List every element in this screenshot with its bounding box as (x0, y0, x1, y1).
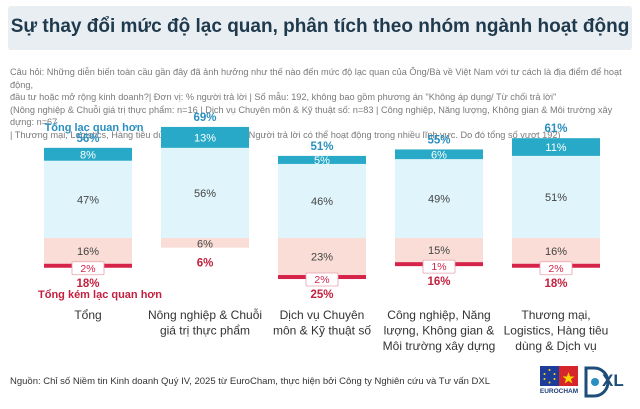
segment-label-much-more: 13% (194, 132, 216, 144)
segment-label-less: 15% (428, 245, 450, 257)
category-label: Dịch vụ Chuyên (280, 308, 365, 322)
segment-label-much-less: 2% (548, 263, 563, 275)
segment-label-less: 16% (77, 246, 99, 258)
category-label: Logistics, Hàng tiêu (504, 324, 609, 338)
bar-segment-more-optimistic (395, 159, 483, 238)
total-optimistic-label: 56% (76, 133, 99, 145)
legend-less-optimistic: Tổng kém lạc quan hơn (38, 289, 162, 301)
segment-label-more: 51% (545, 192, 567, 204)
total-optimistic-label: 51% (310, 141, 333, 153)
bar-segment-more-optimistic (44, 160, 132, 238)
segment-label-much-more: 5% (314, 155, 330, 167)
segment-label-box (305, 272, 339, 287)
source-note: Nguồn: Chỉ số Niềm tin Kinh doanh Quý IV… (10, 376, 491, 387)
segment-label-less: 23% (311, 252, 333, 264)
bar-segment-more-optimistic (161, 147, 249, 238)
total-optimistic-label: 55% (427, 134, 450, 146)
total-less-label: 18% (76, 278, 99, 290)
segment-label-box (422, 259, 456, 274)
bar-segment-less-optimistic (278, 238, 366, 276)
segment-label-much-more: 6% (431, 149, 447, 161)
page-title: Sự thay đổi mức độ lạc quan, phân tích t… (10, 16, 630, 37)
eurocham-logo: EUROCHAM (536, 364, 582, 400)
segment-label-more: 49% (428, 194, 450, 206)
bar-segment-much-more-optimistic (512, 138, 600, 156)
description-line: | Thương mại, Logistics, Hàng tiêu dùng … (10, 129, 561, 140)
category-label: giá trị thực phẩm (160, 324, 250, 338)
segment-label-much-more: 11% (545, 142, 566, 154)
bar-segment-much-more-optimistic (278, 155, 366, 164)
dxl-mark-icon (584, 366, 610, 398)
bar-segment-less-optimistic (161, 238, 249, 248)
bar-segment-much-more-optimistic (161, 126, 249, 148)
description-line: (Nông nghiệp & Chuỗi giá trị thực phẩm: … (10, 104, 613, 128)
segment-label-much-less: 2% (80, 263, 95, 275)
segment-label-more: 56% (194, 188, 216, 200)
segment-label-box (539, 261, 573, 276)
bar-segment-more-optimistic (512, 155, 600, 238)
category-label: môn & Kỹ thuật số (273, 324, 371, 338)
bar-segment-much-more-optimistic (44, 147, 132, 161)
question-description: Câu hỏi: Những diễn biến toàn cầu gần đâ… (10, 66, 630, 142)
total-optimistic-label: 61% (544, 123, 567, 135)
category-label: Nông nghiệp & Chuỗi (148, 307, 262, 322)
category-label: Môi trường xây dựng (383, 339, 496, 353)
segment-label-box (71, 261, 105, 276)
bar-segment-less-optimistic (395, 238, 483, 263)
dxl-logo: XL (582, 362, 636, 402)
description-line: đầu tư hoặc mở rộng kinh doanh?| Đơn vị:… (10, 92, 557, 103)
dxl-wordmark: XL (602, 371, 624, 390)
total-less-label: 6% (197, 258, 214, 270)
category-label: Thương mại, (521, 308, 590, 322)
category-label: lượng, Không gian & (384, 324, 495, 338)
eurocham-flag-icon (540, 366, 578, 386)
segment-label-much-less: 2% (314, 274, 329, 286)
segment-label-less: 16% (545, 246, 567, 258)
bar-segment-more-optimistic (278, 163, 366, 238)
segment-label-less: 6% (197, 239, 213, 251)
category-label: Tổng (74, 308, 101, 322)
segment-label-much-less: 1% (431, 261, 446, 273)
bar-segment-less-optimistic (512, 238, 600, 264)
category-label: Công nghiệp, Năng (387, 308, 490, 322)
segment-label-more: 46% (311, 196, 333, 208)
total-less-label: 16% (427, 276, 450, 288)
legend-more-optimistic: Tổng lạc quan hơn (45, 122, 144, 134)
total-less-label: 18% (544, 278, 567, 290)
description-line: Câu hỏi: Những diễn biến toàn cầu gần đâ… (10, 67, 622, 90)
eurocham-wordmark: EUROCHAM (539, 388, 579, 395)
segment-label-much-more: 8% (80, 149, 96, 161)
bar-segment-less-optimistic (44, 238, 132, 264)
title-banner: Sự thay đổi mức độ lạc quan, phân tích t… (8, 6, 632, 50)
total-less-label: 25% (310, 289, 333, 301)
segment-label-more: 47% (77, 194, 99, 206)
bar-segment-much-more-optimistic (395, 149, 483, 160)
total-optimistic-label: 69% (193, 112, 216, 124)
category-label: dùng & Dịch vụ (515, 339, 596, 353)
